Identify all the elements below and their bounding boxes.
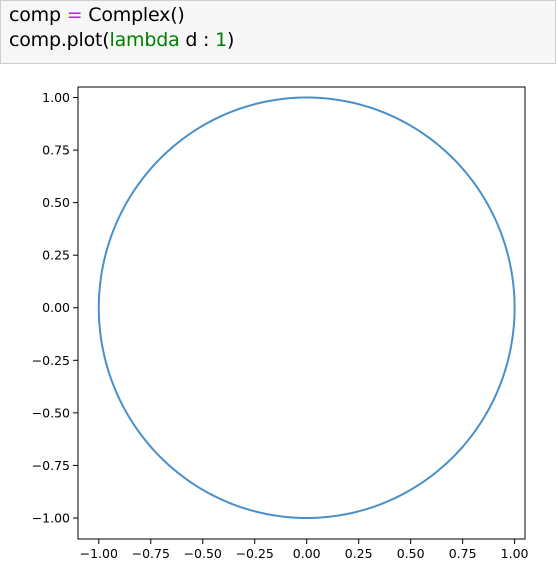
- code-token-assign: =: [66, 4, 83, 26]
- x-tick-label: 0.00: [293, 546, 321, 558]
- code-token-param: d :: [179, 29, 216, 51]
- x-tick-label: 0.25: [345, 546, 373, 558]
- plot-output: −1.00 1.00 −0.75 0.75 −0.50 0.50 −0.25 0.25 0.00…: [0, 66, 558, 561]
- code-line-2: comp.plot(lambda d : 1): [9, 28, 555, 53]
- code-token-suffix: ): [227, 29, 235, 51]
- code-cell[interactable]: comp = Complex() comp.plot(lambda d : 1): [0, 0, 556, 64]
- series-line-circle: [97, 96, 516, 519]
- y-tick-label: −0.50: [32, 405, 70, 420]
- code-token-call: Complex(): [88, 4, 185, 26]
- axes-frame: [77, 86, 526, 540]
- x-tick-label: 0.75: [449, 546, 477, 558]
- code-token-prefix: comp.plot(: [9, 29, 110, 51]
- x-tick-label: 1.00: [501, 546, 529, 558]
- x-tick-label: −0.75: [132, 546, 170, 558]
- y-tick-label: −0.75: [32, 458, 70, 473]
- y-tick-label: 0.75: [42, 143, 70, 158]
- y-tick-label: 1.00: [42, 90, 70, 105]
- y-tick-label: −0.25: [32, 353, 70, 368]
- x-tick-label: −0.25: [236, 546, 274, 558]
- circle-plot: −1.00 1.00 −0.75 0.75 −0.50 0.50 −0.25 0.25 0.00…: [32, 86, 529, 561]
- y-tick-label: 0.00: [42, 300, 70, 315]
- code-token-number: 1: [215, 29, 227, 51]
- code-token-keyword: lambda: [109, 29, 180, 51]
- x-tick-label: −1.00: [80, 546, 118, 558]
- x-tick-label: −0.50: [184, 546, 222, 558]
- y-tick-label: −1.00: [32, 510, 70, 525]
- y-tick-label: 0.50: [42, 195, 70, 210]
- code-line-1: comp = Complex(): [9, 3, 555, 28]
- y-tick-label: 0.25: [42, 248, 70, 263]
- x-tick-label: 0.50: [397, 546, 425, 558]
- code-token-var: comp: [9, 4, 61, 26]
